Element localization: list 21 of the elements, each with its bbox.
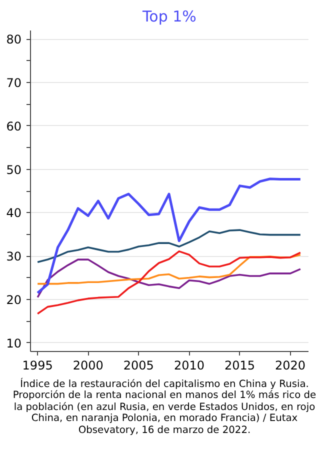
x-tick-label: 2020 [275,358,306,372]
x-tick-label: 1995 [22,358,53,372]
x-tick-label: 2005 [123,358,154,372]
line-series [36,229,302,264]
line-series [36,178,302,294]
y-tick-label: 10 [6,336,22,350]
y-tick-label: 50 [6,162,22,177]
x-tick-label: 2000 [72,358,104,372]
y-tick-label: 30 [6,250,22,264]
y-tick-label: 60 [6,119,22,134]
y-tick-label: 70 [6,76,22,90]
line-series [36,254,302,285]
line-series [36,250,302,315]
line-series [36,258,302,298]
x-tick-label: 2010 [174,358,204,372]
y-tick-label: 20 [6,292,22,307]
y-tick-label: 40 [6,206,22,220]
x-tick-label: 2015 [224,358,256,372]
y-tick-label: 80 [6,32,22,47]
text: Índice de la restauración del capitalismo en China y Rusia. Proporción de la renta nacional en manos del 1% más rico de la población (en azul Rusia, en verde Estados Unidos, en rojo China, en naranja Polonia, en morado Francia) / Eutax Obsevatory, 16 de marzo de 2022. [12,379,318,436]
chart-title: Top 1% [142,8,196,26]
